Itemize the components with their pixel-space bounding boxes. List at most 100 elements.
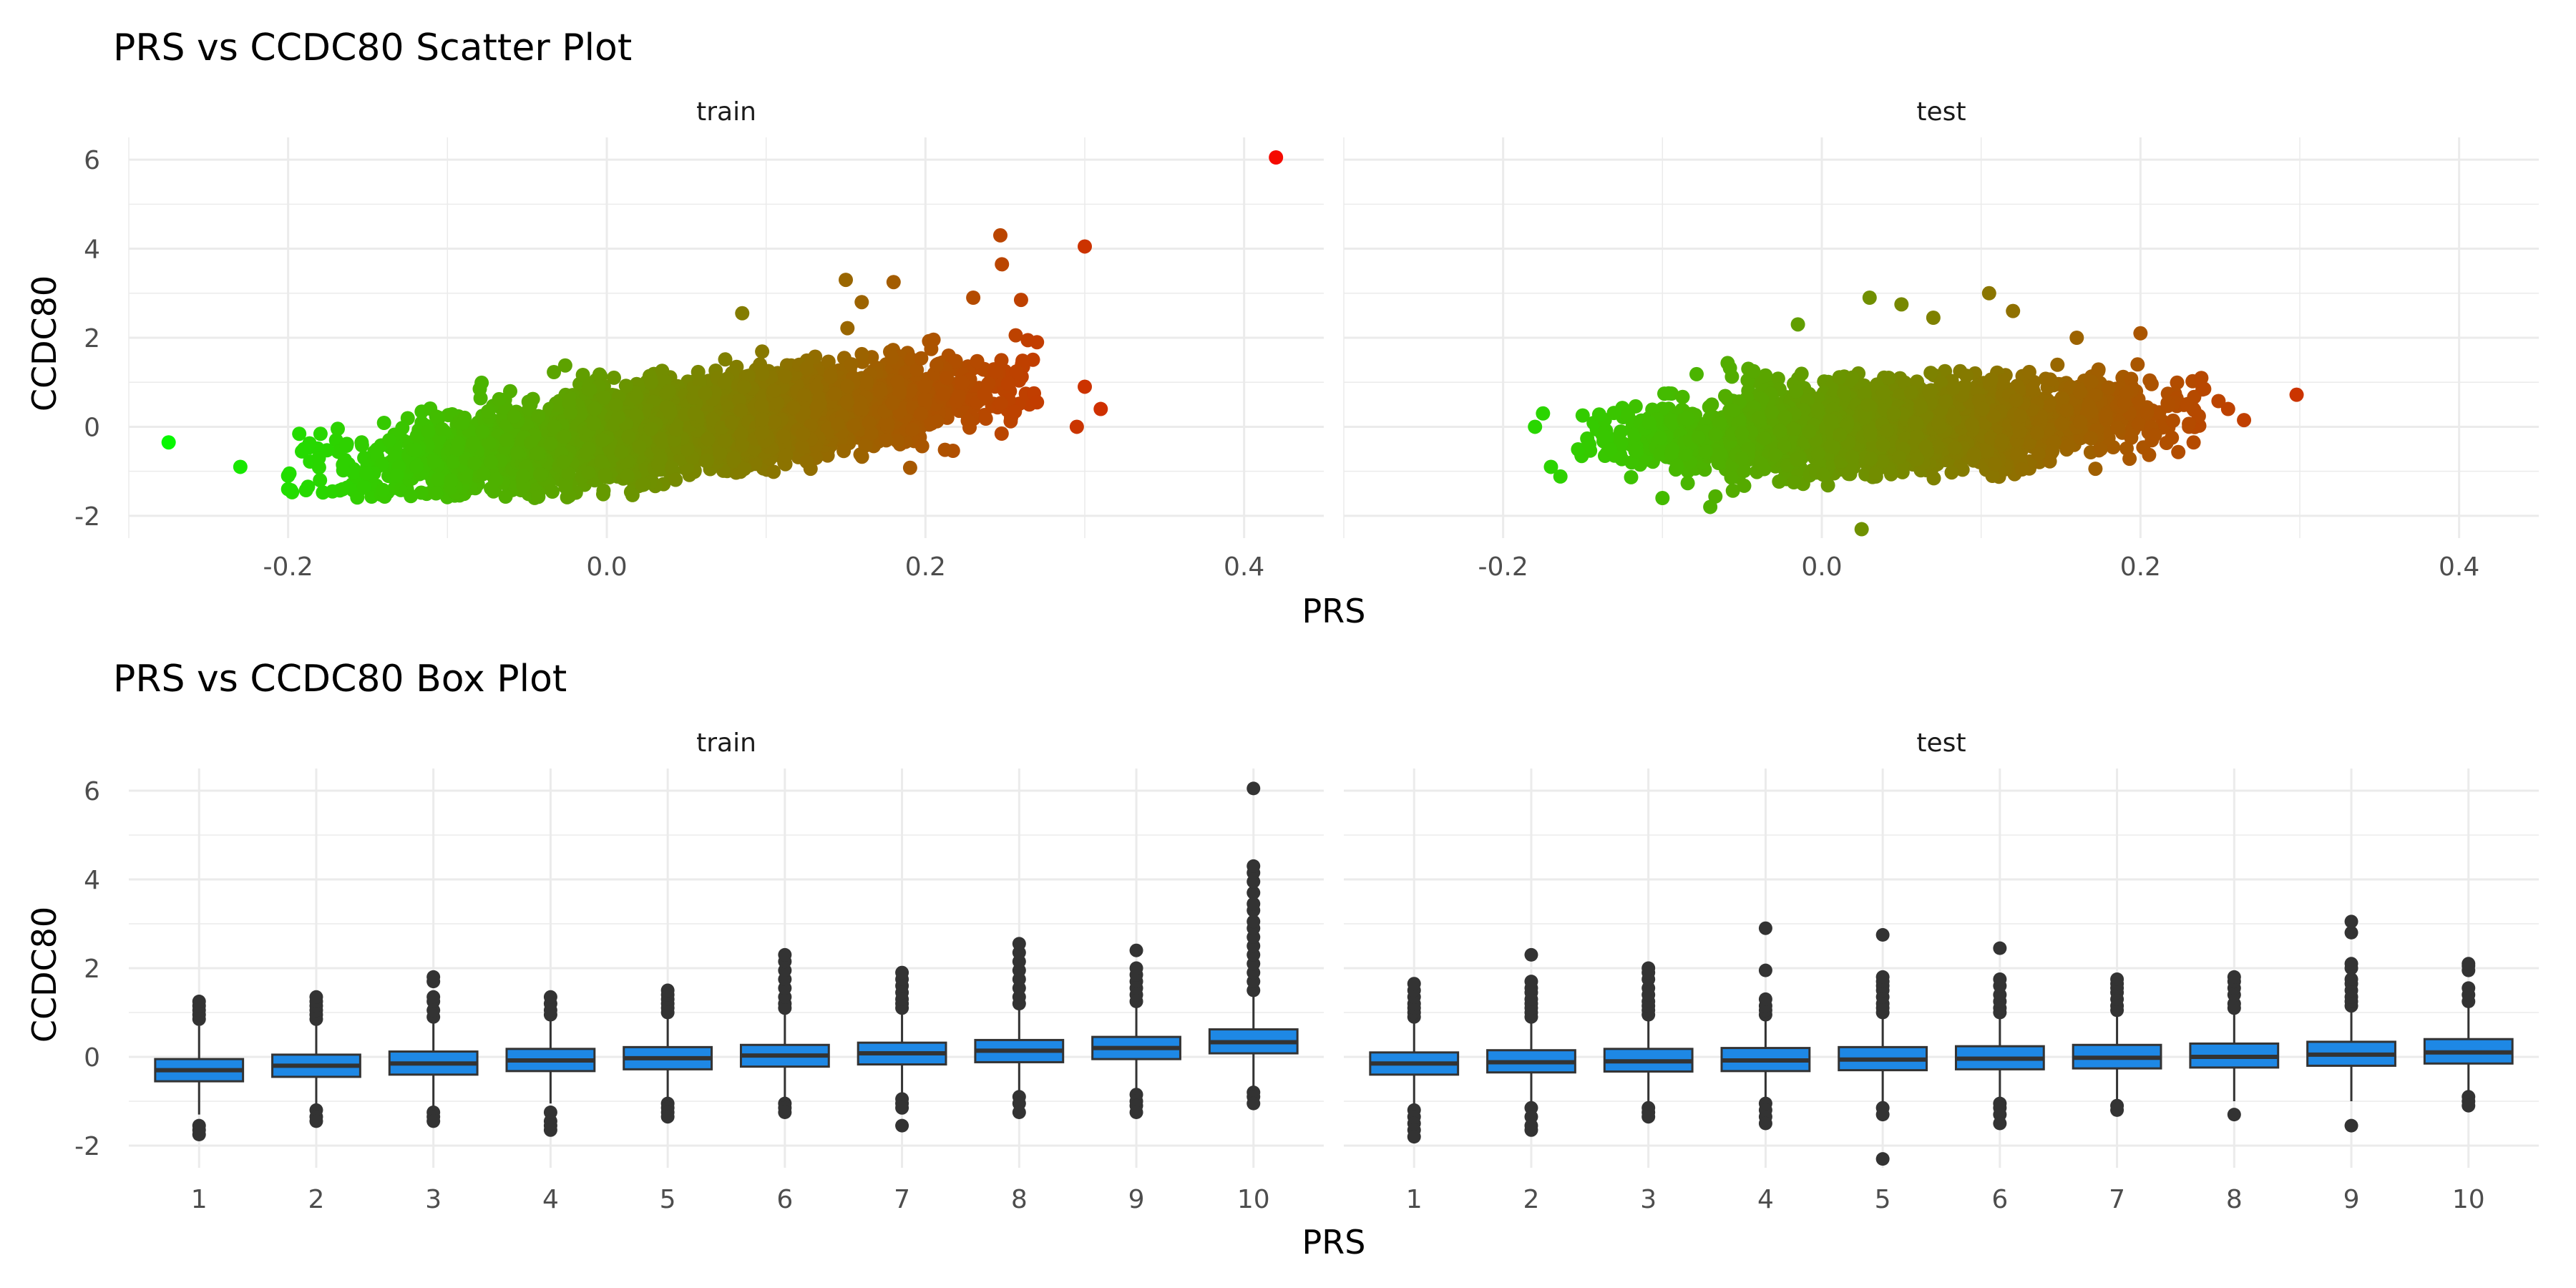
scatter-point	[809, 380, 824, 395]
scatter-point	[680, 441, 695, 457]
scatter-point	[700, 453, 715, 468]
scatter-point	[375, 482, 390, 497]
scatter-y-tick-label: -2	[74, 502, 100, 532]
scatter-point	[844, 357, 859, 372]
scatter-point	[429, 409, 444, 424]
scatter-point	[498, 489, 513, 504]
scatter-x-tick-label: -0.2	[263, 552, 313, 582]
scatter-point	[661, 384, 676, 399]
scatter-point	[917, 379, 932, 394]
scatter-point	[620, 469, 635, 484]
scatter-point	[948, 353, 963, 369]
scatter-point	[718, 352, 733, 367]
scatter-point	[473, 391, 488, 406]
scatter-point	[592, 367, 607, 382]
scatter-point	[914, 439, 930, 454]
scatter-point	[356, 479, 371, 494]
scatter-point	[926, 332, 941, 347]
scatter-point	[909, 363, 924, 377]
scatter-point	[993, 396, 1008, 411]
scatter-point	[429, 486, 444, 501]
scatter-point	[937, 442, 952, 457]
scatter-point	[655, 364, 670, 379]
scatter-point	[778, 369, 793, 384]
scatter-y-tick-label: 2	[84, 324, 100, 353]
scatter-point	[376, 416, 391, 430]
scatter-title: PRS vs CCDC80 Scatter Plot	[113, 26, 632, 69]
scatter-points	[161, 150, 1284, 505]
scatter-point	[404, 489, 419, 504]
scatter-point	[1008, 328, 1023, 343]
scatter-point	[884, 350, 899, 365]
scatter-point	[313, 426, 328, 441]
scatter-point	[409, 459, 424, 474]
scatter-point	[557, 358, 572, 373]
scatter-point	[858, 438, 873, 453]
scatter-point	[531, 409, 546, 424]
scatter-point	[596, 483, 611, 498]
scatter-point	[668, 472, 683, 487]
scatter-point	[936, 386, 951, 401]
scatter-point	[547, 365, 562, 379]
scatter-point	[889, 434, 904, 449]
scatter-point	[358, 466, 374, 481]
scatter-x-tick-label: 0.2	[905, 552, 946, 582]
scatter-point	[955, 375, 970, 390]
scatter-point	[575, 368, 590, 382]
scatter-point	[664, 460, 679, 475]
scatter-point	[587, 401, 602, 416]
scatter-point	[644, 375, 659, 390]
scatter-point	[499, 419, 514, 434]
scatter-y-label: CCDC80	[25, 275, 64, 411]
scatter-point	[444, 473, 458, 488]
scatter-point	[484, 454, 499, 469]
scatter-point	[292, 426, 307, 441]
scatter-point	[960, 413, 975, 428]
scatter-point	[879, 433, 894, 448]
scatter-y-tick-label: 6	[84, 146, 100, 175]
scatter-point	[336, 463, 351, 478]
scatter-point	[840, 321, 855, 336]
scatter-point	[331, 421, 345, 436]
scatter-y-tick-label: 0	[84, 413, 100, 442]
scatter-x-tick-label: 0.0	[586, 552, 627, 582]
scatter-point	[431, 472, 446, 487]
scatter-point	[902, 460, 917, 475]
scatter-point	[779, 448, 794, 463]
scatter-point	[978, 411, 993, 426]
scatter-point	[799, 454, 814, 469]
scatter-point	[1008, 404, 1023, 419]
scatter-x-label: PRS	[1302, 592, 1366, 630]
scatter-point	[298, 483, 313, 497]
scatter-point	[335, 482, 350, 497]
scatter-point	[532, 467, 547, 482]
scatter-point	[409, 428, 424, 443]
scatter-point	[951, 389, 966, 404]
scatter-point	[970, 353, 985, 369]
scatter-point	[987, 364, 1002, 379]
scatter-point	[994, 426, 1009, 441]
scatter-y-tick-label: 4	[84, 235, 100, 265]
scatter-point	[1000, 376, 1015, 391]
scatter-point	[354, 438, 369, 453]
scatter-point	[1009, 364, 1024, 379]
scatter-point	[735, 437, 750, 452]
scatter-point	[755, 344, 770, 359]
scatter-point	[1015, 353, 1030, 369]
scatter-point	[821, 354, 836, 369]
scatter-point	[481, 404, 496, 419]
scatter-point	[492, 391, 507, 406]
scatter-point	[531, 489, 546, 504]
scatter-point	[748, 457, 763, 472]
scatter-point	[625, 487, 640, 502]
scatter-point	[474, 375, 489, 390]
scatter-strip-label: train	[696, 97, 756, 127]
scatter-point	[421, 424, 436, 439]
scatter-point	[597, 390, 612, 405]
scatter-point	[879, 416, 894, 431]
scatter-point	[864, 426, 879, 441]
scatter-point	[476, 467, 491, 482]
scatter-point	[854, 449, 869, 464]
